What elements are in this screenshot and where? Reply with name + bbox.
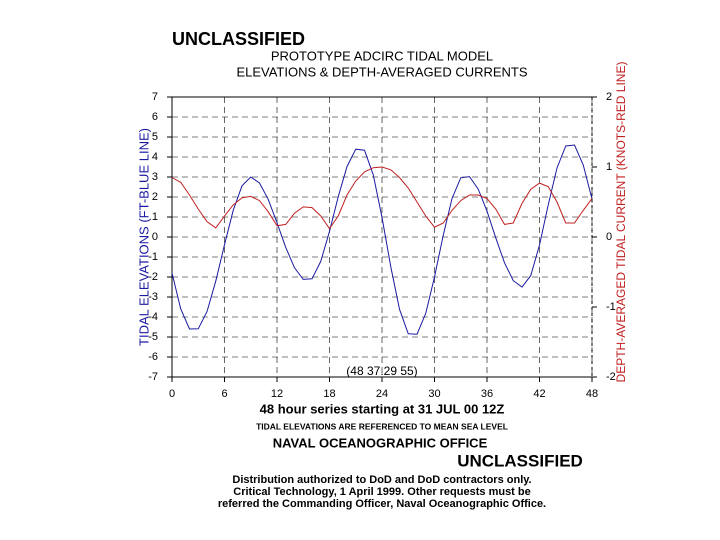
- x-tick-label: 42: [533, 388, 545, 400]
- distribution-line: referred the Commanding Officer, Naval O…: [218, 498, 546, 510]
- y-tick-label: -6: [148, 351, 158, 363]
- x-tick-label: 18: [323, 388, 335, 400]
- y-tick-label: 3: [152, 171, 158, 183]
- x-tick-label: 30: [428, 388, 440, 400]
- x-tick-label: 48: [586, 388, 598, 400]
- y2-tick-label: 0: [606, 231, 612, 243]
- series-line: [171, 144, 593, 335]
- y-tick-label: -4: [148, 311, 158, 323]
- y-tick-label: 5: [152, 131, 158, 143]
- x-tick-label: 6: [221, 388, 227, 400]
- classification-top: UNCLASSIFIED: [172, 29, 305, 49]
- y-tick-label: 1: [152, 211, 158, 223]
- classification-bottom: UNCLASSIFIED: [457, 451, 583, 470]
- y2-tick-label: -1: [606, 301, 616, 313]
- x-axis-label: 48 hour series starting at 31 JUL 00 12Z: [260, 401, 505, 416]
- y2-tick-label: 1: [606, 161, 612, 173]
- x-tick-label: 24: [376, 388, 388, 400]
- y-tick-label: 6: [152, 111, 158, 123]
- y-tick-label: -2: [148, 271, 158, 283]
- series-line: [171, 166, 593, 230]
- y-tick-label: -1: [148, 251, 158, 263]
- y-axis-label: TIDAL ELEVATIONS (FT-BLUE LINE): [136, 128, 151, 346]
- y2-tick-label: 2: [606, 91, 612, 103]
- note: TIDAL ELEVATIONS ARE REFERENCED TO MEAN …: [256, 421, 508, 431]
- x-tick-label: 12: [271, 388, 283, 400]
- x-tick-label: 36: [481, 388, 493, 400]
- y-tick-label: 4: [152, 151, 158, 163]
- y-tick-label: 7: [152, 91, 158, 103]
- y2-tick-label: -2: [606, 371, 616, 383]
- y-tick-label: -5: [148, 331, 158, 343]
- chart-title: PROTOTYPE ADCIRC TIDAL MODEL: [271, 48, 493, 63]
- y-tick-label: 2: [152, 191, 158, 203]
- y-tick-label: -7: [148, 371, 158, 383]
- office: NAVAL OCEANOGRAPHIC OFFICE: [273, 435, 488, 450]
- x-tick-label: 0: [169, 388, 175, 400]
- y2-axis-label: DEPTH-AVERAGED TIDAL CURRENT (KNOTS-RED …: [614, 62, 628, 383]
- distribution-line: Distribution authorized to DoD and DoD c…: [232, 474, 531, 486]
- distribution-line: Critical Technology, 1 April 1999. Other…: [233, 486, 531, 498]
- y-tick-label: 0: [152, 231, 158, 243]
- y-tick-label: -3: [148, 291, 158, 303]
- chart-subtitle: ELEVATIONS & DEPTH-AVERAGED CURRENTS: [236, 64, 527, 79]
